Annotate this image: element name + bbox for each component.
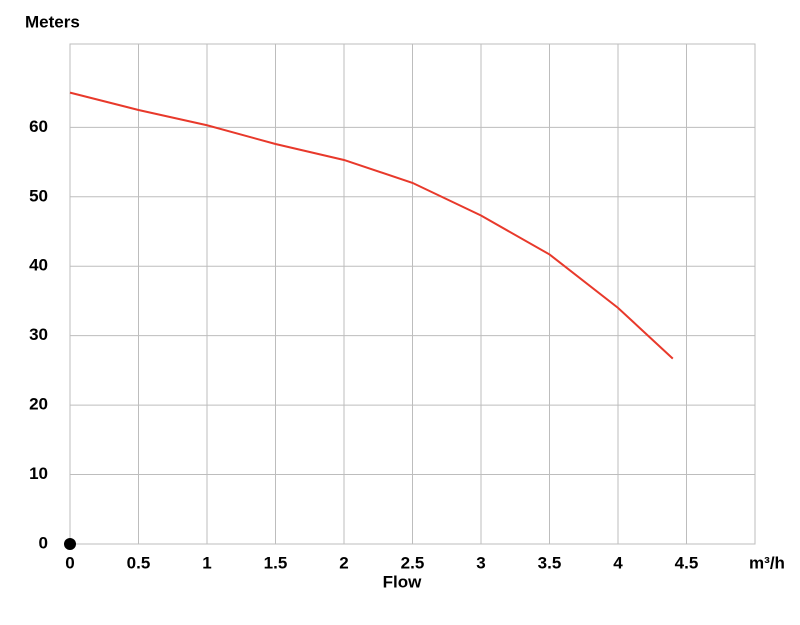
y-tick-label: 30 <box>29 325 48 344</box>
y-tick-label: 40 <box>29 256 48 275</box>
y-tick-label: 50 <box>29 186 48 205</box>
x-tick-label: 3.5 <box>538 553 562 572</box>
x-tick-label: 0.5 <box>127 553 151 572</box>
x-tick-label: 4.5 <box>675 553 699 572</box>
x-tick-label: 2.5 <box>401 553 425 572</box>
y-tick-label: 0 <box>39 533 48 552</box>
x-tick-label: 2 <box>339 553 348 572</box>
x-tick-label: 1.5 <box>264 553 288 572</box>
pump-curve <box>69 91 674 360</box>
operating-point <box>64 538 76 550</box>
y-tick-label: 20 <box>29 395 48 414</box>
y-tick-label: 60 <box>29 117 48 136</box>
x-axis-label: Flow <box>383 572 422 591</box>
x-tick-label: m³/h <box>749 553 785 572</box>
x-tick-label: 3 <box>476 553 485 572</box>
x-tick-label: 4 <box>613 553 623 572</box>
y-axis-label: Meters <box>25 12 80 31</box>
x-tick-label: 0 <box>65 553 74 572</box>
x-tick-label: 1 <box>202 553 211 572</box>
y-tick-label: 10 <box>29 464 48 483</box>
